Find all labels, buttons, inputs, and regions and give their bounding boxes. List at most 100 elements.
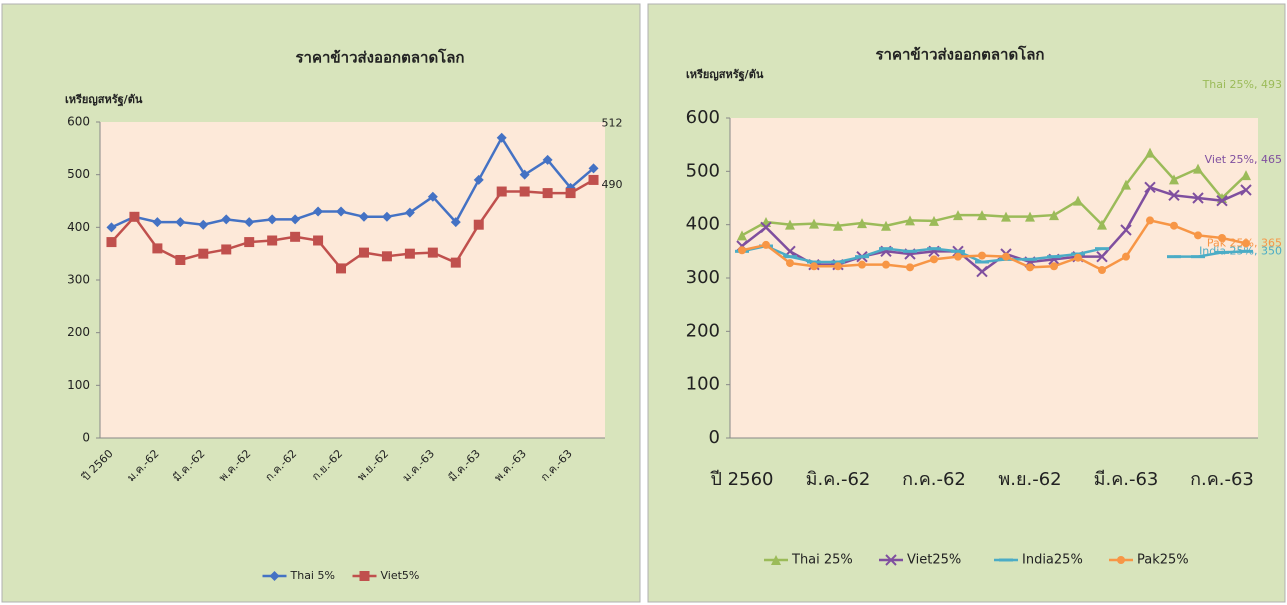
point (336, 206, 347, 217)
point (1218, 234, 1226, 242)
point (881, 220, 891, 231)
legend-label: India25% (1022, 553, 1083, 568)
y-tick-label: 300 (686, 267, 720, 288)
series-line (110, 178, 595, 271)
value-label: 512 (602, 116, 623, 129)
point (588, 174, 599, 185)
point (762, 240, 770, 249)
point (1117, 556, 1125, 564)
point (496, 132, 507, 143)
point (221, 214, 232, 225)
point (565, 188, 576, 199)
series-line (110, 135, 595, 229)
point (175, 254, 186, 265)
y-axis-label: เหรียญสหรัฐ/ตัน (686, 68, 764, 82)
point (244, 217, 255, 228)
value-label: Viet 25%, 465 (1205, 153, 1282, 166)
point (978, 251, 986, 260)
point (290, 214, 301, 225)
y-tick-label: 400 (67, 220, 90, 234)
point (954, 252, 962, 261)
value-label: India 25%, 350 (1199, 244, 1282, 257)
y-tick-label: 200 (686, 320, 720, 341)
point (519, 186, 530, 197)
legend-label: Viet25% (907, 553, 961, 568)
point (905, 215, 915, 226)
point (857, 218, 867, 229)
point (1145, 147, 1155, 158)
point (336, 263, 347, 274)
point (519, 169, 530, 180)
point (427, 191, 438, 202)
point (404, 207, 415, 218)
point (1193, 163, 1203, 174)
point (244, 237, 255, 248)
point (152, 243, 163, 254)
series-line (741, 218, 1247, 272)
point (1194, 231, 1202, 240)
point (450, 257, 461, 268)
point (1144, 181, 1156, 194)
point (737, 230, 747, 241)
point (473, 174, 484, 185)
y-axis-label: เหรียญสหรัฐ/ตัน (65, 93, 143, 107)
point (1050, 262, 1058, 271)
point (976, 265, 988, 278)
x-tick-label: มี.ค.-63 (1094, 469, 1159, 490)
point (1240, 184, 1252, 196)
point (267, 235, 278, 246)
point (930, 255, 938, 264)
point (1074, 253, 1082, 262)
y-tick-label: 200 (67, 325, 90, 339)
chart-title: ราคาข้าวส่งออกตลาดโลก (875, 45, 1044, 64)
point (785, 219, 795, 230)
y-tick-label: 0 (82, 431, 90, 445)
x-tick-label: ก.ค.-62 (902, 469, 966, 490)
point (1241, 170, 1251, 181)
point (786, 259, 794, 268)
point (313, 235, 324, 246)
x-tick-label: ปี 2560 (710, 469, 773, 490)
y-tick-label: 400 (686, 214, 720, 235)
y-tick-label: 100 (67, 378, 90, 392)
x-tick-label: ก.ค.-63 (1190, 469, 1254, 490)
point (290, 231, 301, 242)
point (542, 154, 553, 165)
series-line (741, 185, 1247, 274)
legend-label: Pak25% (1137, 553, 1189, 568)
y-tick-label: 500 (67, 167, 90, 181)
y-tick-label: 300 (67, 273, 90, 287)
point (542, 188, 553, 199)
point (359, 571, 370, 581)
point (1242, 239, 1250, 248)
y-tick-label: 600 (67, 115, 90, 129)
point (1170, 221, 1178, 230)
point (588, 163, 599, 174)
point (1216, 194, 1228, 207)
point (221, 244, 232, 255)
point (106, 237, 117, 248)
legend-label: Thai 5% (290, 569, 335, 582)
point (1025, 211, 1035, 222)
value-label: 490 (602, 178, 623, 191)
y-tick-label: 0 (709, 427, 720, 448)
point (313, 206, 324, 217)
series-line (741, 244, 1247, 264)
point (198, 248, 209, 259)
point (1121, 179, 1131, 190)
point (106, 222, 117, 233)
point (1001, 211, 1011, 222)
point (175, 217, 186, 228)
point (129, 211, 140, 222)
point (809, 218, 819, 229)
x-tick-label: มิ.ค.-62 (806, 469, 871, 490)
point (885, 554, 897, 566)
point (427, 247, 438, 258)
point (1122, 252, 1130, 261)
point (1146, 216, 1154, 225)
point (1098, 266, 1106, 274)
y-tick-label: 600 (686, 107, 720, 128)
point (198, 219, 209, 230)
point (1097, 219, 1107, 230)
